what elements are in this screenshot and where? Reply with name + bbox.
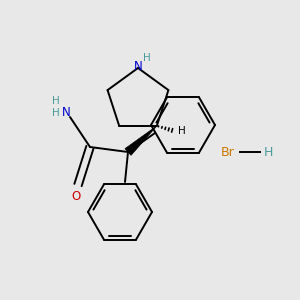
Text: H: H: [178, 126, 186, 136]
Text: H: H: [52, 96, 60, 106]
Text: H: H: [143, 53, 151, 63]
Text: N: N: [134, 61, 142, 74]
Text: Br: Br: [221, 146, 235, 158]
Text: H: H: [52, 108, 60, 118]
Text: H: H: [263, 146, 273, 158]
Text: O: O: [71, 190, 81, 203]
Text: N: N: [61, 106, 70, 119]
Polygon shape: [125, 126, 157, 155]
